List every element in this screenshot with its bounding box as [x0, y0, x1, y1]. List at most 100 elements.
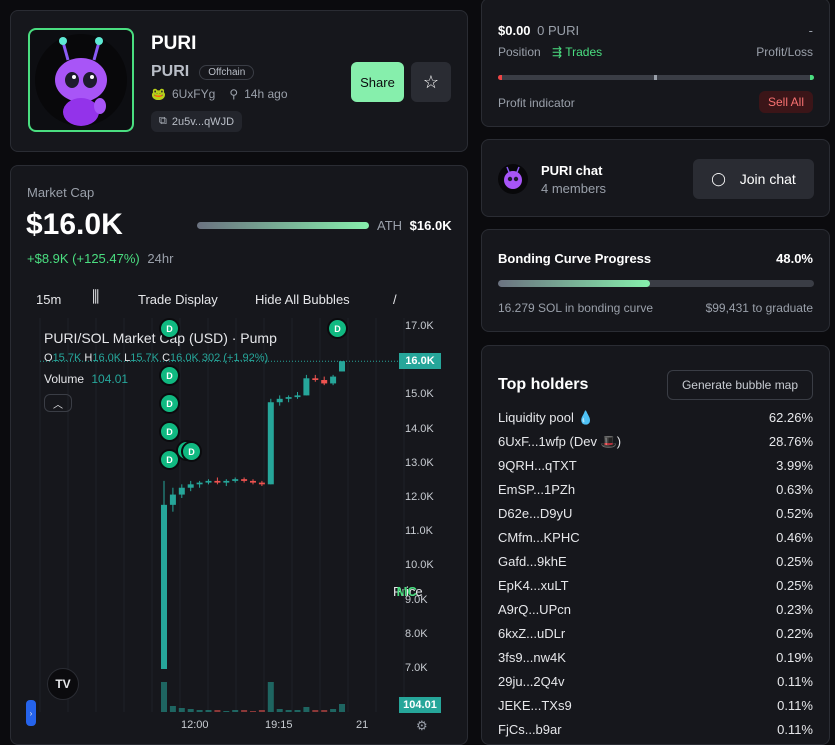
market-change: +$8.9K (+125.47%) — [27, 251, 140, 266]
holder-percent: 0.23% — [776, 602, 813, 617]
holder-percent: 0.52% — [776, 506, 813, 521]
interval-selector[interactable]: 15m — [36, 292, 62, 307]
holders-card: Top holders Generate bubble map Liquidit… — [481, 345, 830, 745]
candle-body — [205, 480, 212, 483]
bonding-graduate: $99,431 to graduate — [705, 301, 813, 315]
x-tick-label: 12:00 — [181, 719, 209, 731]
bonding-progress-bar — [498, 280, 814, 287]
holder-name: EpK4...xuLT — [498, 578, 569, 593]
ohlc-h: 16.0K — [92, 352, 122, 364]
holder-name: Liquidity pool 💧 — [498, 410, 594, 425]
holder-row[interactable]: Liquidity pool 💧 62.26% — [498, 410, 813, 430]
chevron-up-icon: ︿ — [53, 399, 63, 411]
candle-body — [285, 397, 292, 399]
position-tab[interactable]: Position — [498, 45, 541, 59]
holder-row[interactable]: FjCs...b9ar 0.11% — [498, 722, 813, 742]
token-address: 2u5v...qWJD — [171, 115, 235, 128]
volume-value: 104.01 — [91, 372, 129, 386]
candle-body — [223, 480, 230, 483]
holder-percent: 0.11% — [777, 674, 813, 689]
holder-row[interactable]: EpK4...xuLT 0.25% — [498, 578, 813, 598]
candle-body — [258, 482, 265, 485]
trade-bubble[interactable]: D — [159, 421, 180, 442]
volume-bar — [267, 682, 274, 712]
bonding-progress-fill — [498, 280, 650, 287]
trades-tab[interactable]: ⇶ Trades — [552, 45, 602, 59]
volume-bar — [285, 710, 292, 712]
trade-bubble[interactable]: D — [159, 393, 180, 414]
volume-bar — [196, 710, 203, 712]
ohlc-o-label: O — [44, 352, 53, 364]
market-card: Market Cap $16.0K ATH $16.0K +$8.9K (+12… — [10, 165, 468, 745]
holder-row[interactable]: 6kxZ...uDLr 0.22% — [498, 626, 813, 646]
market-period: 24hr — [147, 251, 174, 266]
holder-row[interactable]: 29ju...2Q4v 0.11% — [498, 674, 813, 694]
alien-mascot-small-icon — [504, 166, 522, 189]
favorite-button[interactable]: ☆ — [411, 62, 451, 102]
candle-body — [321, 380, 328, 384]
holder-row[interactable]: 3fs9...nw4K 0.19% — [498, 650, 813, 670]
holder-percent: 0.19% — [776, 650, 813, 665]
copy-address-button[interactable]: ⧉ 2u5v...qWJD — [151, 111, 243, 132]
holder-row[interactable]: 6UxF...1wfp (Dev 🎩) 28.76% — [498, 434, 813, 454]
holder-row[interactable]: 9QRH...qTXT 3.99% — [498, 458, 813, 478]
holder-row[interactable]: D62e...D9yU 0.52% — [498, 506, 813, 526]
x-tick-label: 21 — [356, 719, 369, 731]
profit-loss-label: Profit/Loss — [756, 45, 813, 59]
trade-bubble[interactable]: D — [181, 441, 202, 462]
price-chart[interactable] — [10, 312, 468, 732]
holder-row[interactable]: CMfm...KPHC 0.46% — [498, 530, 813, 550]
trades-tab-label: Trades — [565, 45, 603, 59]
trade-display-button[interactable]: Trade Display — [138, 292, 218, 307]
trade-bubble[interactable]: D — [327, 318, 348, 339]
holder-percent: 62.26% — [768, 410, 813, 425]
volume-bar — [250, 711, 256, 712]
position-value: $0.00 — [498, 23, 531, 38]
holder-name: JEKE...TXs9 — [498, 698, 572, 713]
sell-all-button[interactable]: Sell All — [759, 91, 813, 113]
share-button[interactable]: Share — [351, 62, 404, 102]
chart-settings-icon[interactable]: ⚙ — [416, 718, 428, 733]
price-mc-toggle[interactable]: Price / MC — [393, 292, 423, 599]
chat-card: PURI chat 4 members ◯ Join chat — [481, 139, 830, 217]
candle-body — [196, 482, 203, 485]
chat-avatar — [498, 164, 528, 194]
holder-row[interactable]: A9rQ...UPcn 0.23% — [498, 602, 813, 622]
bonding-card: Bonding Curve Progress 48.0% 16.279 SOL … — [481, 229, 830, 332]
tradingview-logo[interactable]: TV — [47, 668, 79, 700]
trade-bubble[interactable]: D — [159, 365, 180, 386]
holder-row[interactable]: Gafd...9khE 0.25% — [498, 554, 813, 574]
token-avatar — [28, 28, 134, 132]
price-badge: 16.0K — [399, 353, 441, 369]
trade-bubble[interactable]: D — [159, 318, 180, 339]
ohlc-c: 16.0K — [170, 352, 199, 364]
ohlc-c-label: C — [162, 352, 171, 364]
star-icon: ☆ — [422, 71, 440, 92]
join-chat-button[interactable]: ◯ Join chat — [693, 159, 814, 199]
market-change-row: +$8.9K (+125.47%) 24hr — [27, 251, 173, 266]
bonding-title: Bonding Curve Progress — [498, 251, 652, 266]
bonding-sol: 16.279 SOL in bonding curve — [498, 301, 653, 315]
sidebar-expand-button[interactable]: › — [26, 700, 36, 726]
y-tick-label: 15.0K — [405, 388, 434, 401]
hide-bubbles-button[interactable]: Hide All Bubbles — [255, 292, 350, 307]
y-tick-label: 17.0K — [405, 320, 434, 332]
bubble-map-button[interactable]: Generate bubble map — [667, 370, 813, 400]
holder-row[interactable]: EmSP...1PZh 0.63% — [498, 482, 813, 502]
collapse-legend-button[interactable]: ︿ — [44, 394, 72, 412]
copy-icon: ⧉ — [159, 115, 167, 127]
candle-body — [241, 479, 248, 481]
position-tabs: Position ⇶ Trades — [498, 45, 602, 59]
holder-percent: 28.76% — [768, 434, 813, 449]
mc-label: MC — [396, 584, 417, 599]
trade-bubble[interactable]: D — [159, 449, 180, 470]
volume-bar — [258, 710, 265, 712]
creator-row: 🐸 6UxFYg ⚲ 14h ago — [151, 87, 288, 101]
holder-row[interactable]: JEKE...TXs9 0.11% — [498, 698, 813, 718]
ohlc-o: 15.7K — [52, 352, 82, 364]
candle-type-icon[interactable]: ⫼ — [92, 289, 100, 306]
candle-body — [169, 494, 176, 505]
creator-avatar-icon: 🐸 — [151, 87, 166, 101]
creator-link[interactable]: 6UxFYg — [171, 87, 216, 101]
y-tick-label: 7.0K — [405, 662, 428, 674]
